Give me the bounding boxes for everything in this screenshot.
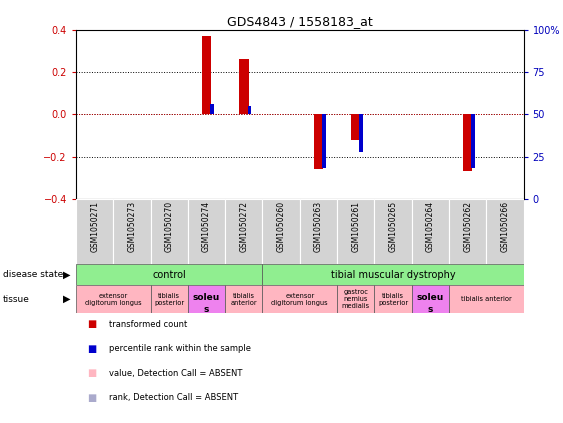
Text: ▶: ▶ <box>62 269 70 280</box>
Text: tibialis anterior: tibialis anterior <box>461 296 512 302</box>
Text: extensor
digitorum longus: extensor digitorum longus <box>271 293 328 305</box>
Text: s: s <box>428 305 433 313</box>
Text: transformed count: transformed count <box>109 319 187 329</box>
Text: ▶: ▶ <box>62 294 70 304</box>
Bar <box>300 199 337 264</box>
Text: tissue: tissue <box>3 294 30 304</box>
Text: ■: ■ <box>87 319 96 329</box>
Bar <box>262 199 300 264</box>
Bar <box>225 285 262 313</box>
Bar <box>188 285 225 313</box>
Bar <box>225 199 262 264</box>
Text: GSM1050261: GSM1050261 <box>351 201 360 252</box>
Text: GSM1050272: GSM1050272 <box>239 201 248 252</box>
Bar <box>412 285 449 313</box>
Bar <box>248 106 251 114</box>
Text: GSM1050274: GSM1050274 <box>202 201 211 252</box>
Bar <box>337 285 374 313</box>
Text: soleu: soleu <box>417 293 444 302</box>
Text: tibial muscular dystrophy: tibial muscular dystrophy <box>330 269 455 280</box>
Text: percentile rank within the sample: percentile rank within the sample <box>109 344 251 353</box>
Text: s: s <box>204 305 209 313</box>
Text: value, Detection Call = ABSENT: value, Detection Call = ABSENT <box>109 368 242 378</box>
Bar <box>449 199 486 264</box>
Text: GSM1050273: GSM1050273 <box>127 201 136 252</box>
Bar <box>337 199 374 264</box>
Text: ■: ■ <box>87 343 96 354</box>
Text: GSM1050270: GSM1050270 <box>165 201 174 252</box>
Text: GSM1050266: GSM1050266 <box>501 201 510 252</box>
Bar <box>486 199 524 264</box>
Text: GSM1050264: GSM1050264 <box>426 201 435 252</box>
Bar <box>471 114 475 168</box>
Bar <box>76 199 113 264</box>
Text: GSM1050271: GSM1050271 <box>90 201 99 252</box>
Title: GDS4843 / 1558183_at: GDS4843 / 1558183_at <box>227 16 373 28</box>
Bar <box>314 114 323 169</box>
Bar <box>360 114 363 152</box>
Bar <box>151 285 188 313</box>
Bar <box>188 199 225 264</box>
Bar <box>351 114 360 140</box>
Bar <box>151 199 188 264</box>
Bar <box>374 199 412 264</box>
Text: disease state: disease state <box>3 270 63 279</box>
Text: tibialis
posterior: tibialis posterior <box>154 293 184 305</box>
Bar <box>76 285 151 313</box>
Bar <box>463 114 472 171</box>
Bar <box>113 199 151 264</box>
Text: tibialis
posterior: tibialis posterior <box>378 293 408 305</box>
Text: rank, Detection Call = ABSENT: rank, Detection Call = ABSENT <box>109 393 238 402</box>
Text: ■: ■ <box>87 368 96 378</box>
Bar <box>449 285 524 313</box>
Bar <box>76 264 262 285</box>
Bar <box>322 114 326 168</box>
Bar <box>412 199 449 264</box>
Bar <box>374 285 412 313</box>
Text: GSM1050260: GSM1050260 <box>276 201 285 252</box>
Text: extensor
digitorum longus: extensor digitorum longus <box>85 293 142 305</box>
Text: GSM1050263: GSM1050263 <box>314 201 323 252</box>
Text: GSM1050262: GSM1050262 <box>463 201 472 252</box>
Text: soleu: soleu <box>193 293 220 302</box>
Bar <box>202 36 211 114</box>
Text: gastroc
nemius
medialis: gastroc nemius medialis <box>342 289 370 309</box>
Bar <box>262 264 524 285</box>
Bar <box>211 104 214 114</box>
Text: ■: ■ <box>87 393 96 403</box>
Bar <box>239 59 248 114</box>
Text: tibialis
anterior: tibialis anterior <box>230 293 257 305</box>
Text: GSM1050265: GSM1050265 <box>388 201 397 252</box>
Text: control: control <box>153 269 186 280</box>
Bar <box>262 285 337 313</box>
